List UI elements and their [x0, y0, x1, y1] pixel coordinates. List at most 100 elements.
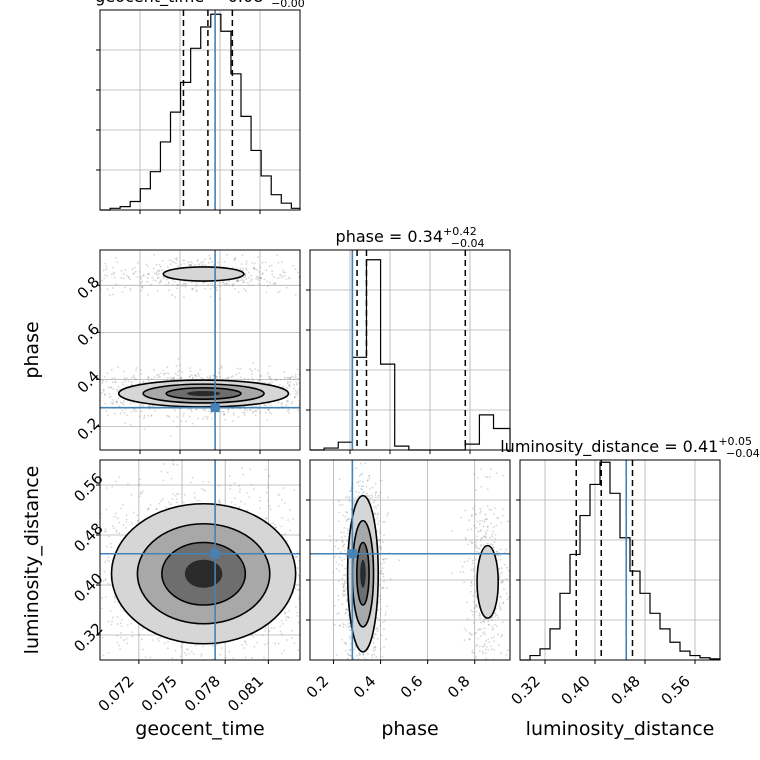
sample-point — [30, 388, 32, 390]
sample-point — [176, 378, 179, 381]
sample-point — [188, 376, 191, 379]
sample-point — [214, 451, 216, 453]
sample-point — [204, 287, 206, 290]
sample-point — [361, 492, 364, 495]
sample-point — [125, 637, 128, 640]
sample-point — [380, 684, 382, 686]
sample-point — [383, 534, 385, 537]
sample-point — [320, 489, 322, 491]
sample-point — [273, 627, 276, 629]
sample-point — [239, 367, 242, 370]
sample-point — [295, 556, 298, 558]
sample-point — [380, 562, 383, 565]
sample-point — [238, 506, 241, 508]
sample-point — [238, 485, 241, 487]
density-contour — [142, 383, 265, 404]
sample-point — [104, 262, 107, 265]
sample-point — [140, 638, 143, 640]
sample-point — [253, 488, 255, 490]
sample-point — [238, 372, 241, 374]
sample-point — [147, 507, 150, 510]
sample-point — [161, 269, 163, 272]
sample-point — [249, 280, 252, 283]
title-upper-error: +0.05 — [718, 435, 752, 448]
sample-point — [269, 281, 272, 284]
sample-point — [125, 518, 128, 521]
sample-point — [142, 380, 145, 383]
sample-point — [297, 409, 299, 412]
sample-point — [94, 400, 96, 402]
sample-point — [301, 389, 303, 391]
sample-point — [379, 648, 382, 650]
sample-point — [340, 627, 342, 629]
sample-point — [140, 277, 142, 280]
sample-point — [257, 279, 260, 282]
sample-point — [251, 452, 253, 454]
sample-point — [348, 438, 350, 440]
sample-point — [377, 496, 380, 499]
sample-point — [200, 655, 203, 658]
sample-point — [378, 538, 381, 541]
sample-point — [175, 258, 178, 261]
sample-point — [172, 463, 175, 465]
sample-point — [344, 650, 347, 652]
sample-point — [314, 597, 316, 599]
sample-point — [268, 630, 271, 633]
density-fill — [163, 266, 244, 282]
sample-point — [259, 375, 261, 377]
plot-area — [100, 451, 396, 713]
sample-point — [176, 463, 179, 466]
sample-point — [218, 500, 221, 503]
sample-point — [288, 383, 291, 386]
sample-point — [201, 408, 204, 411]
sample-point — [138, 633, 141, 636]
sample-point — [342, 544, 345, 547]
sample-point — [234, 503, 237, 506]
axes-frame — [99, 249, 301, 451]
sample-point — [379, 611, 382, 614]
sample-point — [321, 276, 323, 278]
sample-point — [169, 378, 172, 381]
sample-point — [204, 415, 207, 418]
y-tick-label: 0.56 — [70, 469, 106, 505]
sample-point — [98, 255, 100, 257]
sample-point — [304, 260, 306, 262]
sample-point — [375, 656, 378, 658]
sample-point — [214, 669, 216, 671]
sample-point — [297, 621, 300, 624]
sample-point — [383, 619, 386, 622]
sample-point — [104, 528, 107, 531]
sample-point — [346, 652, 349, 655]
sample-point — [382, 573, 385, 575]
sample-point — [167, 281, 170, 284]
sample-point — [347, 654, 350, 656]
sample-point — [348, 278, 350, 280]
sample-point — [159, 265, 162, 268]
sample-point — [102, 389, 105, 392]
sample-point — [274, 524, 276, 526]
sample-point — [102, 269, 105, 272]
sample-point — [284, 533, 287, 535]
sample-point — [394, 652, 396, 654]
sample-point — [274, 282, 277, 285]
sample-point — [245, 260, 248, 263]
sample-point — [152, 267, 155, 270]
sample-point — [110, 273, 113, 276]
sample-point — [79, 411, 81, 413]
sample-point — [378, 600, 381, 603]
sample-point — [158, 373, 160, 376]
sample-point — [220, 410, 223, 413]
sample-point — [373, 505, 376, 508]
sample-point — [241, 711, 243, 713]
sample-point — [141, 285, 144, 288]
sample-point — [218, 372, 220, 374]
sample-point — [303, 649, 305, 651]
sample-point — [244, 640, 247, 643]
sample-point — [343, 589, 345, 592]
sample-point — [108, 393, 110, 395]
sample-point — [109, 542, 112, 545]
sample-point — [198, 375, 201, 377]
y-axis-label: luminosity_distance — [21, 466, 43, 655]
sample-point — [346, 527, 349, 530]
sample-point — [271, 381, 274, 384]
